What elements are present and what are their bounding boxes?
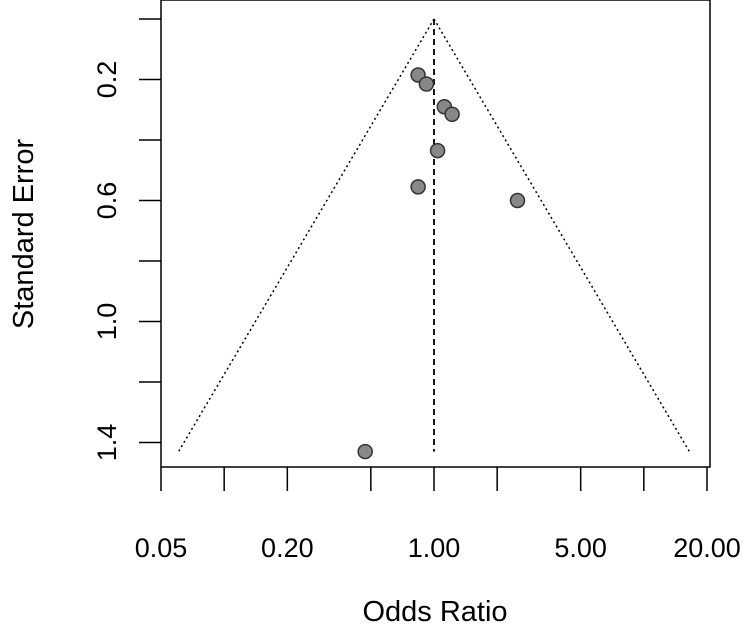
study-point [429,142,446,159]
funnel-right-boundary [433,18,691,452]
x-tick-labels: 0.05 0.20 1.00 5.00 20.00 [135,533,741,563]
plot-frame [160,0,711,468]
study-point [418,76,435,92]
x-tick-label: 0.20 [261,533,314,563]
funnel-left-boundary [177,18,435,452]
study-points [357,67,526,460]
y-tick-label: 1.0 [92,303,122,341]
x-axis-ticks [160,467,708,491]
y-tick-label: 1.4 [92,424,122,462]
y-axis-title: Standard Error [8,139,40,330]
x-tick-label: 0.05 [135,533,188,563]
study-point [357,443,373,460]
study-point [410,179,426,195]
y-tick-label: 0.6 [92,182,122,220]
study-point [444,106,460,123]
y-tick-label: 0.2 [92,61,122,99]
x-tick-label: 5.00 [554,533,607,563]
x-tick-label: 1.00 [408,533,461,563]
x-axis-title: Odds Ratio [362,596,507,628]
study-point [509,192,526,209]
x-tick-label: 20.00 [673,533,741,563]
y-axis-ticks [139,18,161,444]
y-tick-labels: 0.2 0.6 1.0 1.4 [92,61,122,462]
